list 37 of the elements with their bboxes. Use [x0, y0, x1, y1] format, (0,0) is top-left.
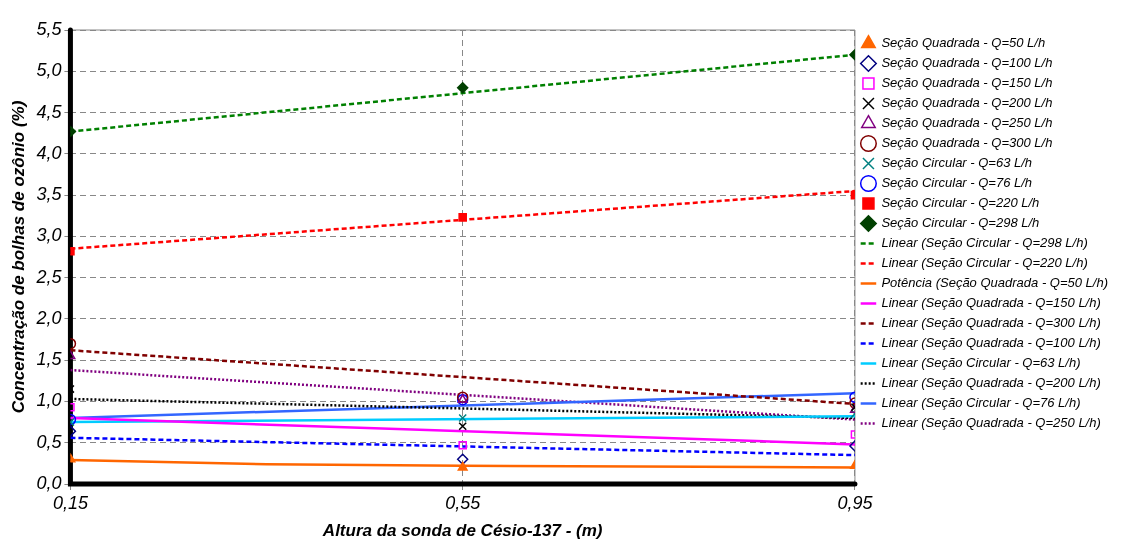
y-tick-label: 1,5	[36, 349, 63, 370]
x-axis-title: Altura da sonda de Césio-137 - (m)	[321, 521, 603, 541]
legend-label: Linear (Seção Circular - Q=63 L/h)	[881, 355, 1081, 371]
legend-label: Linear (Seção Quadrada - Q=200 L/h)	[881, 375, 1101, 391]
y-tick-label: 2,0	[35, 307, 62, 328]
x-tick-label: 0,15	[52, 492, 89, 513]
y-tick-label: 1,0	[36, 390, 62, 411]
y-tick-label: 4,0	[36, 142, 62, 163]
legend-label: Linear (Seção Circular - Q=298 L/h)	[881, 235, 1088, 251]
y-tick-label: 3,0	[36, 225, 62, 246]
y-axis-title: Concentração de bolhas de ozônio (%)	[8, 100, 28, 414]
legend-label: Seção Circular - Q=220 L/h	[881, 195, 1040, 211]
y-tick-label: 2,5	[35, 266, 63, 287]
legend-label: Seção Circular - Q=298 L/h	[881, 215, 1040, 231]
legend-label: Potência (Seção Quadrada - Q=50 L/h)	[881, 275, 1109, 291]
legend-label: Linear (Seção Quadrada - Q=100 L/h)	[881, 335, 1101, 351]
y-tick-label: 0,5	[36, 431, 63, 452]
x-tick-label: 0,55	[445, 492, 482, 513]
legend-label: Seção Quadrada - Q=200 L/h	[881, 95, 1053, 111]
y-tick-label: 0,0	[36, 473, 62, 493]
legend-label: Seção Circular - Q=63 L/h	[881, 155, 1033, 171]
y-tick-label: 5,0	[36, 60, 62, 81]
legend-label: Linear (Seção Quadrada - Q=250 L/h)	[881, 415, 1101, 431]
legend-label: Linear (Seção Quadrada - Q=300 L/h)	[881, 315, 1101, 331]
legend-label: Seção Circular - Q=76 L/h	[881, 175, 1033, 191]
y-tick-label: 5,5	[36, 19, 63, 39]
legend-label: Linear (Seção Circular - Q=220 L/h)	[881, 255, 1088, 271]
legend-label: Seção Quadrada - Q=250 L/h	[881, 115, 1053, 131]
x-tick-label: 0,95	[837, 492, 874, 513]
legend-label: Seção Quadrada - Q=100 L/h	[881, 55, 1053, 71]
legend-label: Seção Quadrada - Q=150 L/h	[881, 75, 1053, 91]
y-tick-label: 4,5	[36, 101, 63, 122]
legend-label: Seção Quadrada - Q=300 L/h	[881, 135, 1053, 151]
legend-label: Linear (Seção Circular - Q=76 L/h)	[881, 395, 1081, 411]
legend-label: Linear (Seção Quadrada - Q=150 L/h)	[881, 295, 1101, 311]
legend-label: Seção Quadrada - Q=50 L/h	[881, 35, 1046, 51]
y-tick-label: 3,5	[36, 184, 63, 205]
